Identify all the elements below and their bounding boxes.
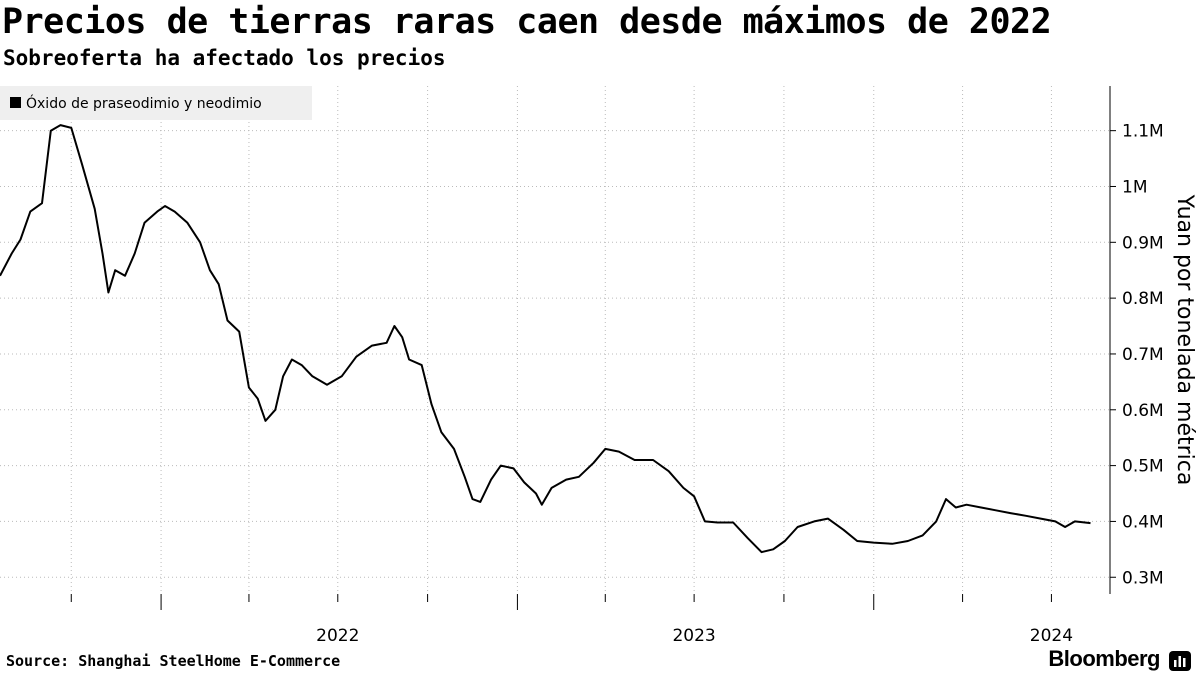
- grid-lines: [0, 86, 1110, 594]
- chart-subtitle: Sobreoferta ha afectado los precios: [3, 46, 446, 70]
- x-tick-label: 2022: [316, 626, 359, 646]
- x-tick-label: 2024: [1030, 626, 1073, 646]
- series-line: [0, 124, 1091, 554]
- y-axis: 0.3M 0.4M 0.5M 0.6M 0.7M 0.8M 0.9M 1M 1.1M: [1109, 86, 1164, 594]
- chart-title: Precios de tierras raras caen desde máxi…: [2, 2, 1052, 42]
- bloomberg-terminal-icon: [1169, 651, 1191, 671]
- legend-label: Óxido de praseodimio y neodimio: [26, 94, 262, 112]
- y-tick-label: 0.3M: [1122, 568, 1164, 588]
- y-tick-label: 1.1M: [1122, 122, 1164, 142]
- legend-swatch: [10, 97, 21, 108]
- brand-logo: Bloomberg: [1048, 646, 1160, 671]
- y-tick-label: 1M: [1122, 177, 1147, 197]
- y-tick-label: 0.8M: [1122, 289, 1164, 309]
- x-tick-label: 2023: [672, 626, 715, 646]
- y-tick-label: 0.9M: [1122, 233, 1164, 253]
- y-tick-label: 0.5M: [1122, 457, 1164, 477]
- y-tick-label: 0.4M: [1122, 512, 1164, 532]
- source-note: Source: Shanghai SteelHome E-Commerce: [6, 652, 341, 670]
- legend-background: [0, 86, 312, 120]
- legend: Óxido de praseodimio y neodimio: [0, 86, 312, 120]
- series-layer: [0, 124, 1091, 554]
- y-tick-label: 0.6M: [1122, 401, 1164, 421]
- y-tick-label: 0.7M: [1122, 345, 1164, 365]
- x-axis: 2022 2023 2024: [70, 594, 1073, 646]
- y-axis-title: Yuan por tonelada métrica: [1172, 194, 1197, 486]
